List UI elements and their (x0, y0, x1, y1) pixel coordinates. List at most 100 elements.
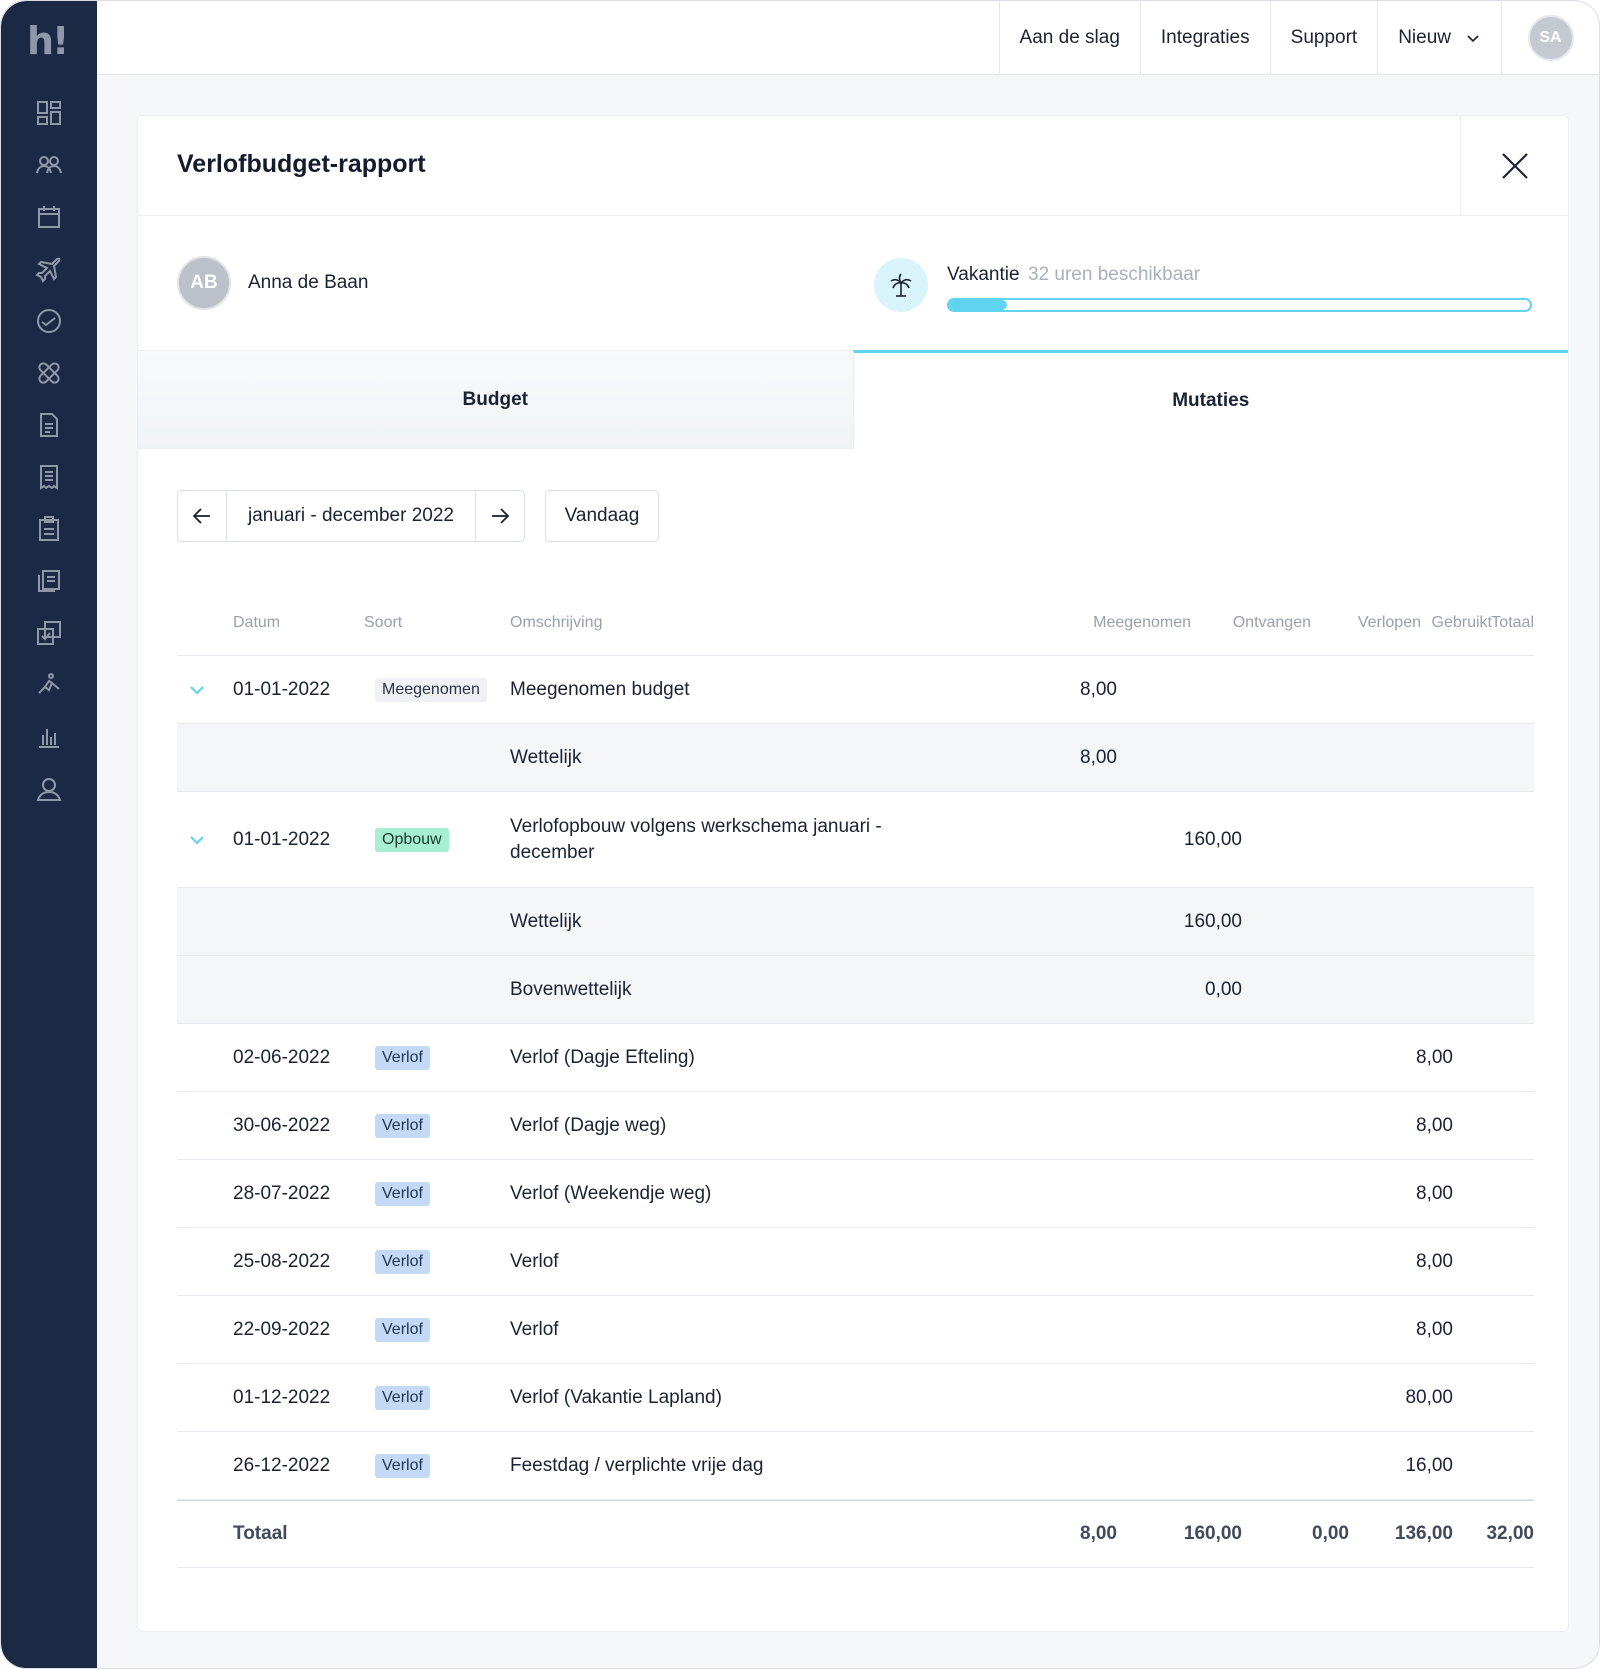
leave-type-summary: Vakantie 32 uren beschikbaar (874, 256, 1534, 316)
row-description: Verlof (Dagje Efteling) (510, 1046, 695, 1068)
header-omschrijving[interactable]: Omschrijving (510, 614, 603, 631)
arrow-left-icon (192, 508, 210, 524)
plane-icon[interactable] (33, 253, 65, 285)
type-badge: Verlof (375, 1385, 430, 1410)
row-gebruikt: 80,00 (1405, 1386, 1453, 1408)
clock-icon[interactable] (33, 305, 65, 337)
table-total-row: Totaal 8,00 160,00 0,00 136,00 32,00 (177, 1500, 1534, 1568)
period-navigator: januari - december 2022 (177, 490, 525, 542)
nav-nieuw-dropdown[interactable]: Nieuw (1377, 1, 1501, 75)
row-description: Verlofopbouw volgens werkschema januari … (510, 815, 882, 863)
table-row: 22-09-2022 Verlof Verlof 8,00 (177, 1296, 1534, 1364)
total-verlopen: 0,00 (1312, 1523, 1349, 1544)
header-gebruikt[interactable]: Gebruikt (1431, 614, 1492, 631)
clipboard-icon[interactable] (33, 513, 65, 545)
total-gebruikt: 136,00 (1394, 1523, 1453, 1544)
row-description: Meegenomen budget (510, 678, 690, 700)
dashboard-icon[interactable] (33, 97, 65, 129)
table-row: 01-12-2022 Verlof Verlof (Vakantie Lapland… (177, 1364, 1534, 1432)
tab-mutaties[interactable]: Mutaties (852, 350, 1568, 449)
row-description: Verlof (Vakantie Lapland) (510, 1386, 722, 1408)
table-row: 26-12-2022 Verlof Feestdag / verplichte vr… (177, 1432, 1534, 1500)
table-header: Datum Soort Omschrijving Meegenomen Ontv… (177, 592, 1534, 656)
nav-integraties[interactable]: Integraties (1139, 1, 1270, 75)
bandage-icon[interactable] (33, 357, 65, 389)
total-meegenomen: 8,00 (1080, 1523, 1117, 1544)
header-totaal[interactable]: Totaal (1491, 614, 1534, 631)
leave-progress-bar (947, 298, 1532, 312)
total-totaal: 32,00 (1486, 1523, 1534, 1544)
chevron-down-icon[interactable] (187, 680, 207, 700)
nav-aan-de-slag[interactable]: Aan de slag (998, 1, 1140, 75)
employee-name: Anna de Baan (248, 272, 369, 293)
today-button[interactable]: Vandaag (545, 490, 659, 542)
type-badge: Meegenomen (375, 677, 487, 702)
calendar-icon[interactable] (33, 201, 65, 233)
row-date: 26-12-2022 (233, 1454, 331, 1476)
row-meegenomen: 8,00 (1080, 746, 1117, 768)
period-label: januari - december 2022 (226, 491, 476, 541)
logo[interactable]: h! (27, 19, 69, 63)
employee-info: AB Anna de Baan (177, 256, 368, 310)
row-gebruikt: 8,00 (1416, 1114, 1453, 1136)
report-card: Verlofbudget-rapport AB Anna de Baan Vak… (137, 115, 1569, 1632)
type-badge: Verlof (375, 1453, 430, 1478)
row-gebruikt: 8,00 (1416, 1046, 1453, 1068)
row-description: Verlof (Weekendje weg) (510, 1182, 712, 1204)
row-description: Wettelijk (510, 910, 582, 932)
document-icon[interactable] (33, 409, 65, 441)
documents-icon[interactable] (33, 565, 65, 597)
previous-period-button[interactable] (178, 491, 226, 541)
tab-budget[interactable]: Budget (138, 350, 853, 449)
row-ontvangen: 160,00 (1183, 828, 1242, 850)
page-title: Verlofbudget-rapport (177, 150, 426, 178)
total-ontvangen: 160,00 (1183, 1523, 1242, 1544)
row-ontvangen: 0,00 (1205, 978, 1242, 1000)
table-row: 25-08-2022 Verlof Verlof 8,00 (177, 1228, 1534, 1296)
arrow-right-icon (492, 508, 510, 524)
row-gebruikt: 8,00 (1416, 1318, 1453, 1340)
row-gebruikt: 16,00 (1405, 1454, 1453, 1476)
type-badge: Verlof (375, 1045, 430, 1070)
row-date: 22-09-2022 (233, 1318, 331, 1340)
tabs: Budget Mutaties (138, 350, 1568, 449)
people-icon[interactable] (33, 149, 65, 181)
card-header: Verlofbudget-rapport (138, 116, 1568, 216)
type-badge: Verlof (375, 1317, 430, 1342)
row-description: Verlof (Dagje weg) (510, 1114, 667, 1136)
row-description: Verlof (510, 1250, 559, 1272)
table-row: 01-01-2022 Meegenomen Meegenomen budget 8,0… (177, 656, 1534, 724)
user-menu[interactable]: SA (1501, 1, 1599, 75)
row-description: Bovenwettelijk (510, 978, 632, 1000)
user-icon[interactable] (33, 773, 65, 805)
row-gebruikt: 8,00 (1416, 1182, 1453, 1204)
header-meegenomen[interactable]: Meegenomen (1093, 614, 1191, 631)
row-date: 01-12-2022 (233, 1386, 331, 1408)
row-description: Verlof (510, 1318, 559, 1340)
table-row: 30-06-2022 Verlof Verlof (Dagje weg) 8,00 (177, 1092, 1534, 1160)
row-meegenomen: 8,00 (1080, 678, 1117, 700)
table-row: Wettelijk 8,00 (177, 724, 1534, 792)
checklist-icon[interactable] (33, 617, 65, 649)
leave-type-label: Vakantie (947, 264, 1020, 285)
row-description: Feestdag / verplichte vrije dag (510, 1454, 764, 1476)
receipt-icon[interactable] (33, 461, 65, 493)
header-soort[interactable]: Soort (364, 614, 403, 631)
header-ontvangen[interactable]: Ontvangen (1232, 614, 1311, 631)
header-verlopen[interactable]: Verlopen (1357, 614, 1421, 631)
nav-support[interactable]: Support (1269, 1, 1378, 75)
chevron-down-icon[interactable] (187, 830, 207, 850)
row-gebruikt: 8,00 (1416, 1250, 1453, 1272)
mutations-table: Datum Soort Omschrijving Meegenomen Ontv… (177, 592, 1534, 1568)
next-period-button[interactable] (476, 491, 524, 541)
type-badge: Verlof (375, 1249, 430, 1274)
row-ontvangen: 160,00 (1183, 910, 1242, 932)
table-row: 01-01-2022 Opbouw Verlofopbouw volgens wer… (177, 792, 1534, 888)
row-date: 02-06-2022 (233, 1046, 331, 1068)
header-datum[interactable]: Datum (233, 614, 281, 631)
person-running-icon[interactable] (33, 669, 65, 701)
bar-chart-icon[interactable] (33, 721, 65, 753)
close-button[interactable] (1460, 116, 1568, 216)
top-bar: Aan de slag Integraties Support Nieuw SA (97, 1, 1599, 75)
